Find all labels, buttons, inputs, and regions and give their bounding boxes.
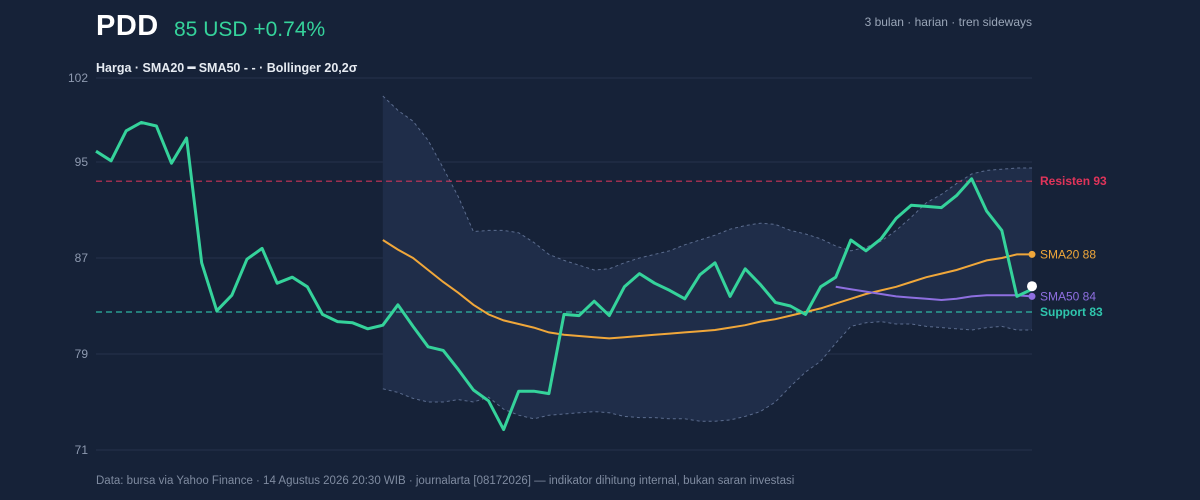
end-label: SMA20 88	[1040, 247, 1096, 261]
price-last-marker	[1027, 281, 1037, 292]
chart-meta: 3 bulan · harian · tren sideways	[864, 15, 1032, 29]
price-change: 85 USD +0.74%	[174, 18, 326, 41]
level-label: Resisten 93	[1040, 174, 1107, 188]
end-marker	[1028, 292, 1036, 300]
y-tick-label: 95	[75, 155, 89, 169]
footer-source: Data: bursa via Yahoo Finance · 14 Agust…	[96, 475, 795, 487]
bollinger-upper-line	[382, 95, 1032, 271]
sma50-line	[835, 285, 1033, 302]
end-marker	[1028, 250, 1036, 258]
end-label: SMA50 84	[1040, 289, 1096, 303]
ticker-title: PDD	[96, 10, 159, 42]
bollinger-band-area	[382, 96, 1032, 422]
y-tick-label: 87	[75, 251, 89, 265]
price-line	[95, 120, 1033, 432]
level-label: Support 83	[1040, 305, 1103, 319]
y-tick-label: 79	[75, 347, 89, 361]
y-tick-label: 71	[75, 443, 89, 457]
chart-legend: Harga · SMA20 ━ SMA50 - - · Bollinger 20…	[96, 61, 358, 75]
sma20-line	[382, 239, 1032, 340]
y-tick-label: 102	[68, 71, 88, 85]
